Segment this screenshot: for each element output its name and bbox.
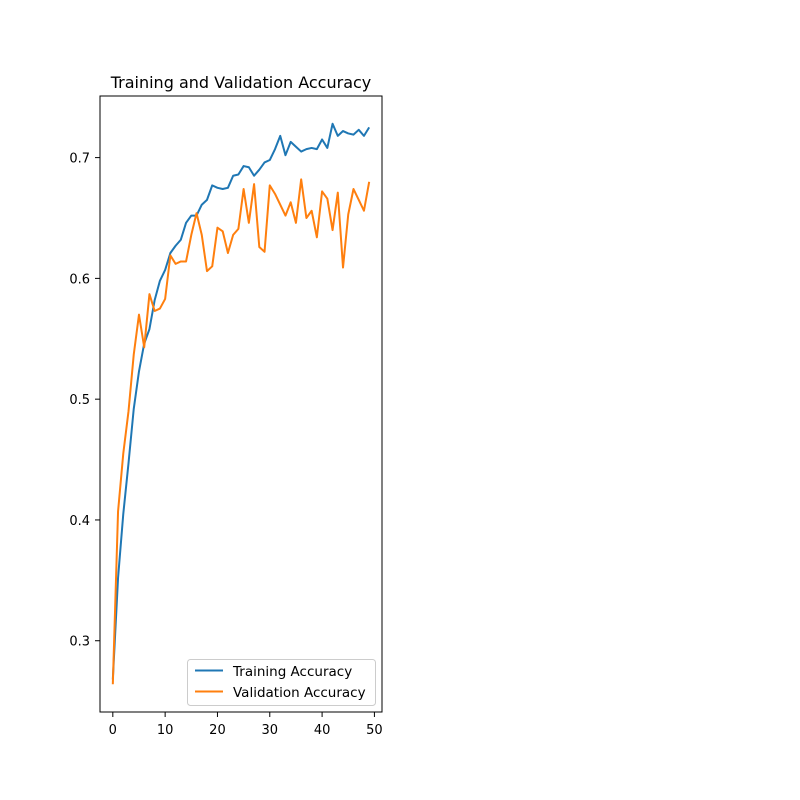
y-tick-label: 0.3: [69, 635, 90, 650]
legend-label-validation: Validation Accuracy: [233, 685, 366, 701]
y-tick-label: 0.6: [69, 272, 90, 287]
x-tick-label: 50: [366, 723, 383, 738]
legend-box: [187, 659, 376, 706]
x-tick-label: 0: [109, 723, 117, 738]
plot-frame: [99, 95, 383, 713]
x-tick-label: 40: [314, 723, 331, 738]
x-tick-label: 20: [209, 723, 226, 738]
y-axis: 0.3 0.4 0.5 0.6 0.7: [69, 152, 100, 650]
legend: Training Accuracy Validation Accuracy: [187, 659, 376, 706]
y-tick-label: 0.4: [69, 514, 90, 529]
series-layer: [111, 122, 371, 685]
series-line-validation-accuracy: [111, 178, 371, 685]
x-axis: 0 10 20 30 40 50: [109, 712, 383, 738]
x-tick-label: 30: [262, 723, 279, 738]
legend-label-training: Training Accuracy: [232, 664, 352, 680]
y-tick-label: 0.7: [69, 152, 90, 167]
chart-title: Training and Validation Accuracy: [110, 73, 372, 92]
y-tick-label: 0.5: [69, 393, 90, 408]
series-line-training-accuracy: [111, 122, 371, 680]
x-tick-label: 10: [157, 723, 174, 738]
